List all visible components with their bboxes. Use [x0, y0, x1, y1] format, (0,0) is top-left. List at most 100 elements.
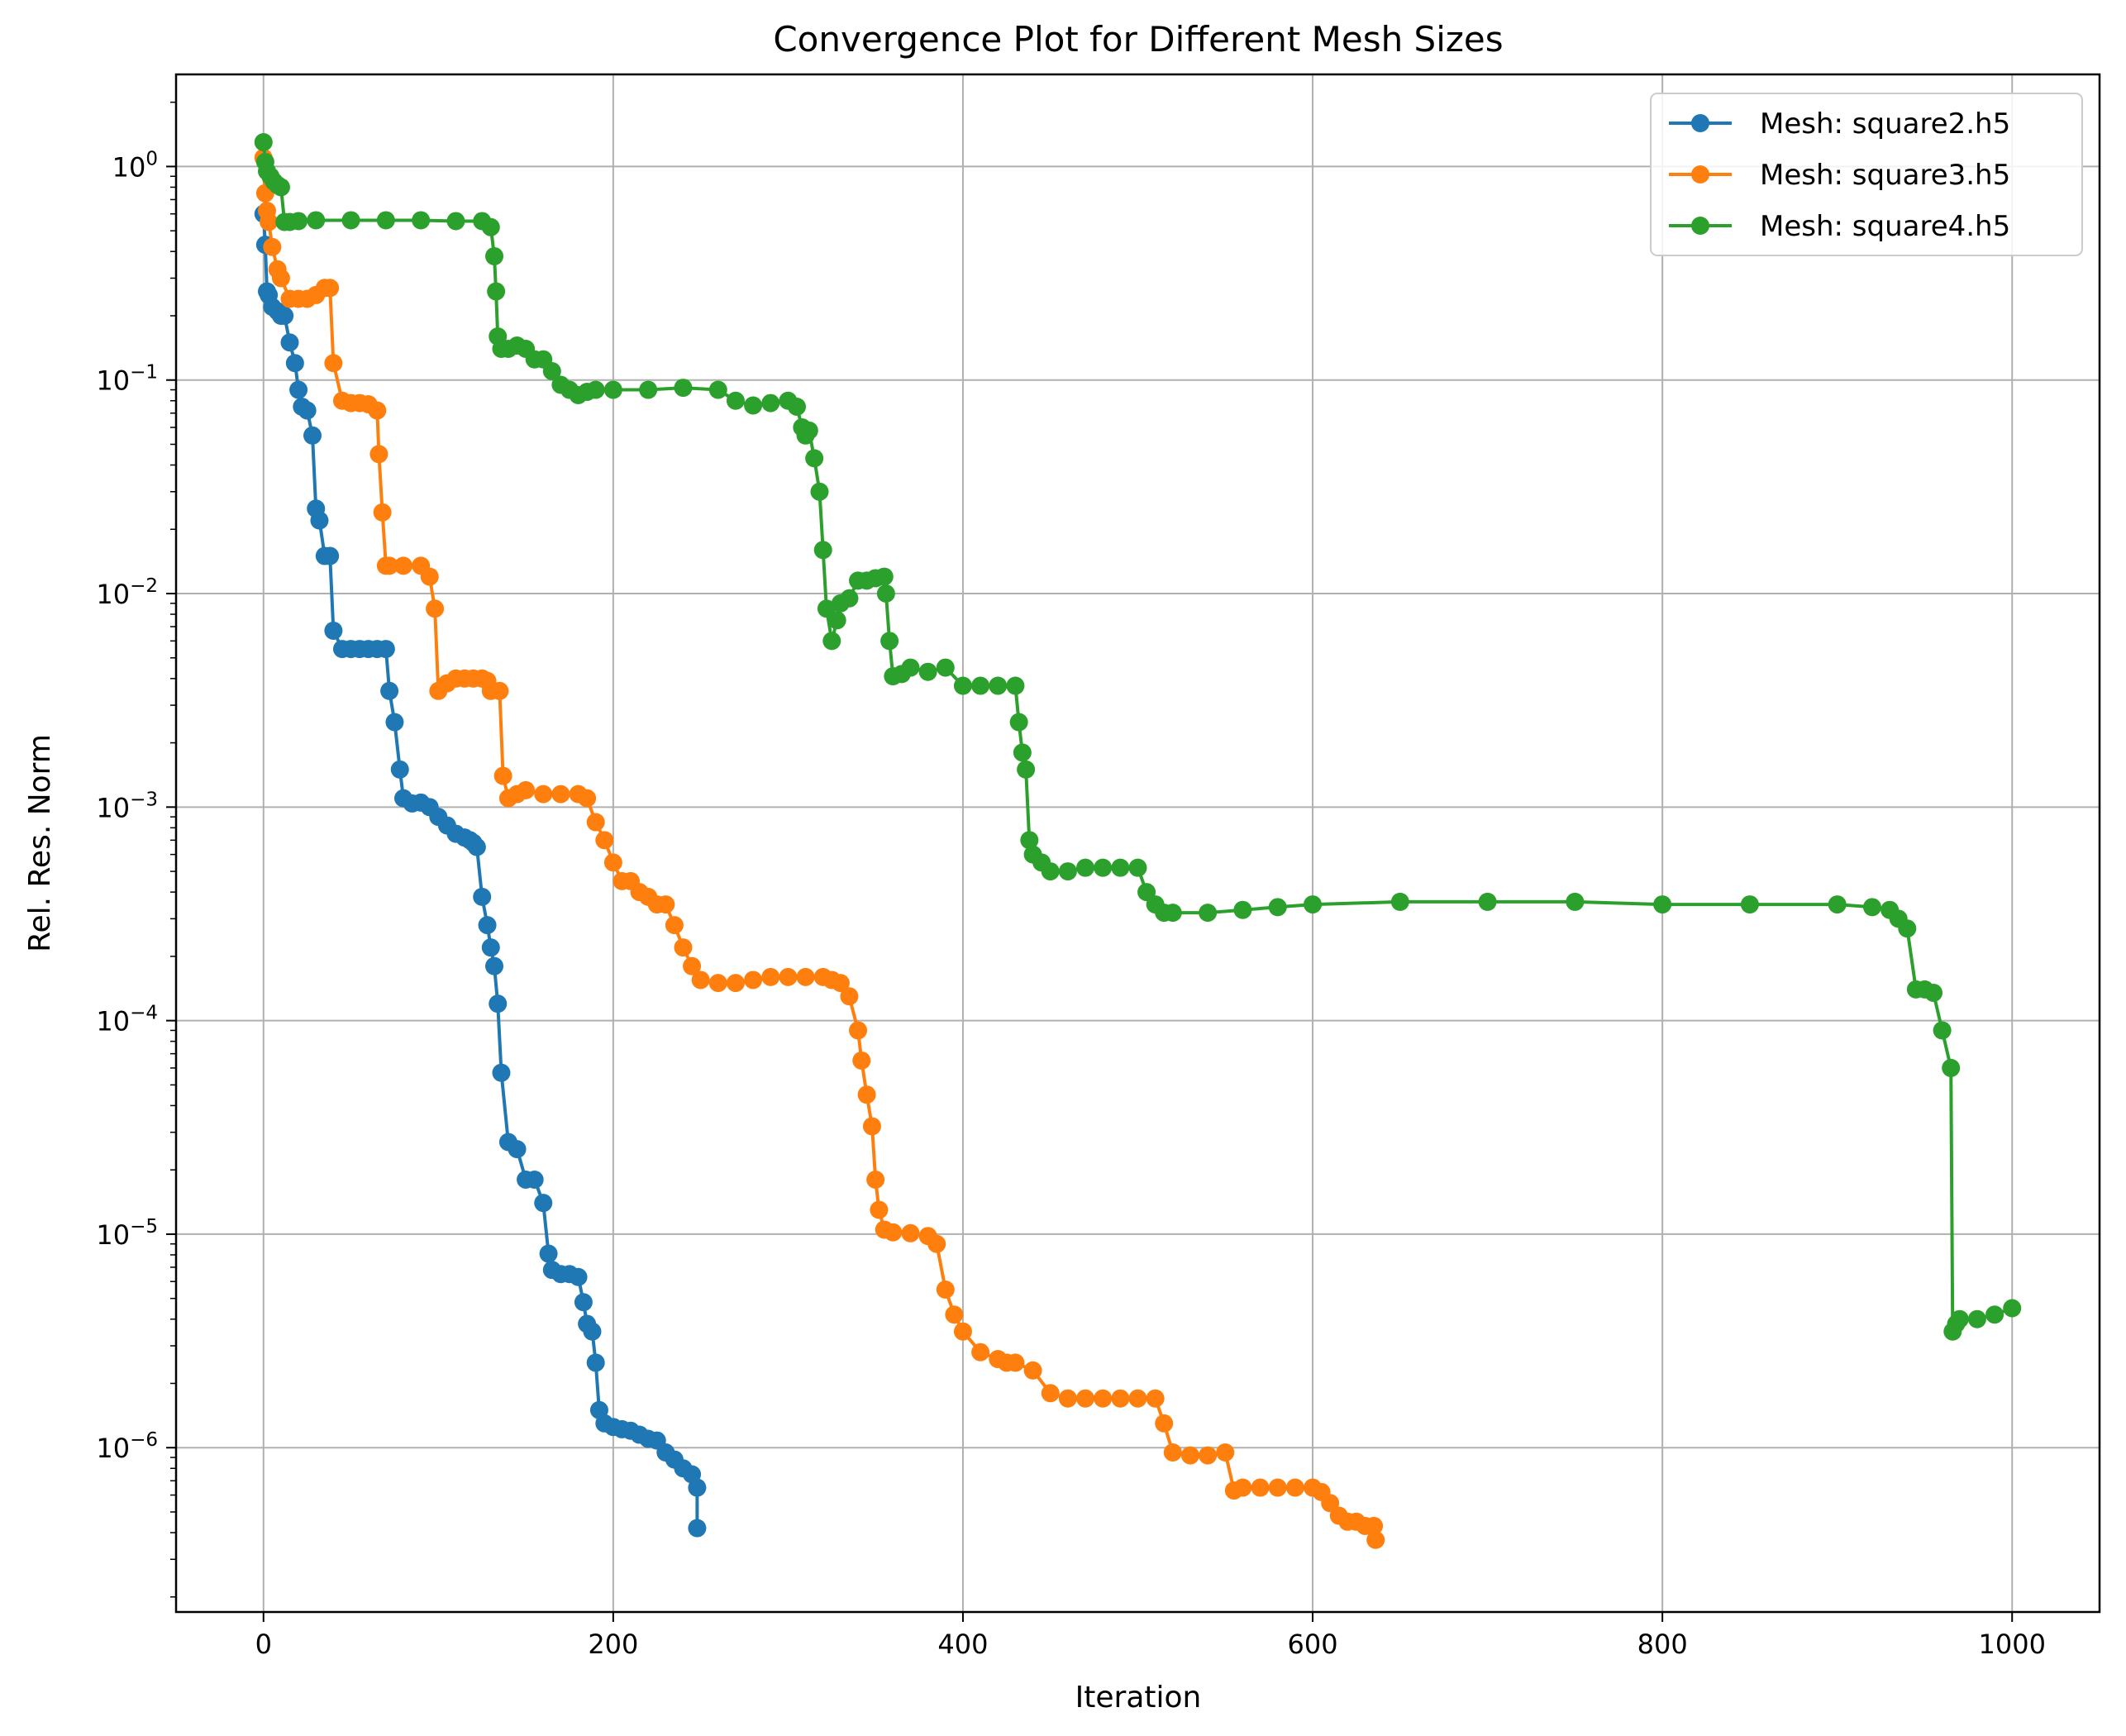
data-point	[876, 584, 895, 603]
data-point	[586, 813, 605, 832]
data-point	[688, 1519, 707, 1538]
x-tick-label: 800	[1637, 1629, 1688, 1660]
data-point	[1268, 898, 1287, 917]
data-point	[1967, 1309, 1986, 1328]
data-point	[665, 916, 684, 935]
data-point	[1950, 1309, 1969, 1328]
data-point	[303, 426, 322, 445]
data-point	[849, 1021, 868, 1040]
data-point	[390, 760, 409, 779]
data-point	[810, 482, 829, 501]
data-point	[263, 237, 282, 256]
data-point	[971, 676, 990, 695]
data-point	[827, 611, 846, 630]
y-tick-label: 10−4	[96, 1003, 158, 1037]
legend-item: Mesh: square3.h5	[1669, 159, 2010, 192]
data-point	[1041, 1384, 1060, 1403]
data-point	[1740, 895, 1759, 914]
data-point	[1128, 858, 1147, 877]
data-point	[1321, 1494, 1340, 1513]
data-point	[1076, 858, 1095, 877]
data-point	[1094, 1389, 1113, 1408]
data-point	[744, 396, 763, 415]
data-point	[1058, 1389, 1077, 1408]
x-tick-label: 1000	[1979, 1629, 2046, 1660]
data-point	[260, 212, 279, 231]
data-point	[490, 681, 509, 700]
data-point	[508, 1140, 527, 1159]
legend-item: Mesh: square4.h5	[1669, 210, 2010, 243]
data-point	[574, 1293, 593, 1312]
data-point	[1233, 1478, 1252, 1497]
grid-lines	[176, 74, 2100, 1612]
chart-title: Convergence Plot for Different Mesh Size…	[773, 19, 1503, 60]
data-point	[1041, 862, 1060, 881]
data-point	[901, 1223, 920, 1242]
data-point	[1163, 1443, 1182, 1462]
data-point	[1285, 1478, 1304, 1497]
data-point	[779, 967, 798, 986]
data-point	[674, 379, 693, 398]
data-point	[493, 766, 512, 785]
data-point	[1006, 676, 1025, 695]
data-point	[420, 567, 439, 586]
data-point	[369, 445, 388, 464]
data-point	[1199, 904, 1218, 923]
data-point	[726, 974, 745, 993]
y-tick-label: 10−1	[96, 362, 158, 397]
data-point	[884, 1223, 903, 1242]
data-point	[1653, 895, 1672, 914]
data-point	[1111, 1389, 1130, 1408]
data-point	[866, 1170, 885, 1189]
x-axis-label: Iteration	[1075, 1681, 1202, 1715]
data-point	[880, 632, 899, 651]
data-point	[927, 1234, 946, 1253]
data-point	[901, 658, 920, 677]
data-point	[1862, 898, 1881, 917]
data-point	[1942, 1058, 1961, 1077]
x-tick-label: 200	[588, 1629, 638, 1660]
data-point	[953, 1322, 972, 1341]
data-point	[1017, 760, 1036, 779]
legend-box	[1650, 93, 2083, 256]
data-point	[691, 971, 710, 990]
data-point	[656, 895, 675, 914]
y-tick-label: 10−2	[96, 575, 158, 610]
data-point	[254, 132, 273, 151]
legend: Mesh: square2.h5 Mesh: square3.h5 Mesh: sq…	[1650, 93, 2083, 256]
data-point	[275, 306, 294, 325]
data-point	[852, 1051, 871, 1070]
y-tick-label: 10−5	[96, 1216, 158, 1251]
data-point	[1304, 895, 1323, 914]
data-point	[1828, 895, 1847, 914]
y-tick-label: 10−6	[96, 1429, 158, 1464]
data-point	[478, 916, 497, 935]
data-point	[726, 391, 745, 410]
data-point	[862, 1117, 881, 1136]
data-point	[467, 837, 486, 856]
x-axis-ticks: 0 200 400 600 800 1000	[255, 1612, 2046, 1660]
data-point	[586, 380, 605, 399]
data-point	[578, 789, 597, 808]
data-point	[1365, 1516, 1384, 1535]
legend-label: Mesh: square2.h5	[1760, 107, 2010, 141]
data-point	[583, 1322, 602, 1341]
data-point	[936, 658, 955, 677]
data-point	[595, 831, 614, 850]
x-tick-label: 600	[1288, 1629, 1338, 1660]
legend-label: Mesh: square4.h5	[1760, 210, 2010, 243]
legend-marker	[1691, 114, 1709, 132]
data-point	[324, 354, 343, 373]
data-point	[321, 546, 340, 565]
series-layer	[254, 132, 2022, 1549]
data-point	[639, 380, 658, 399]
series-3	[254, 132, 2022, 1341]
x-tick-label: 400	[937, 1629, 988, 1660]
data-point	[280, 333, 299, 352]
plot-frame	[174, 73, 2101, 1614]
data-point	[674, 938, 693, 957]
data-point	[373, 503, 392, 522]
data-point	[831, 974, 850, 993]
data-point	[380, 681, 399, 700]
data-point	[761, 393, 780, 413]
